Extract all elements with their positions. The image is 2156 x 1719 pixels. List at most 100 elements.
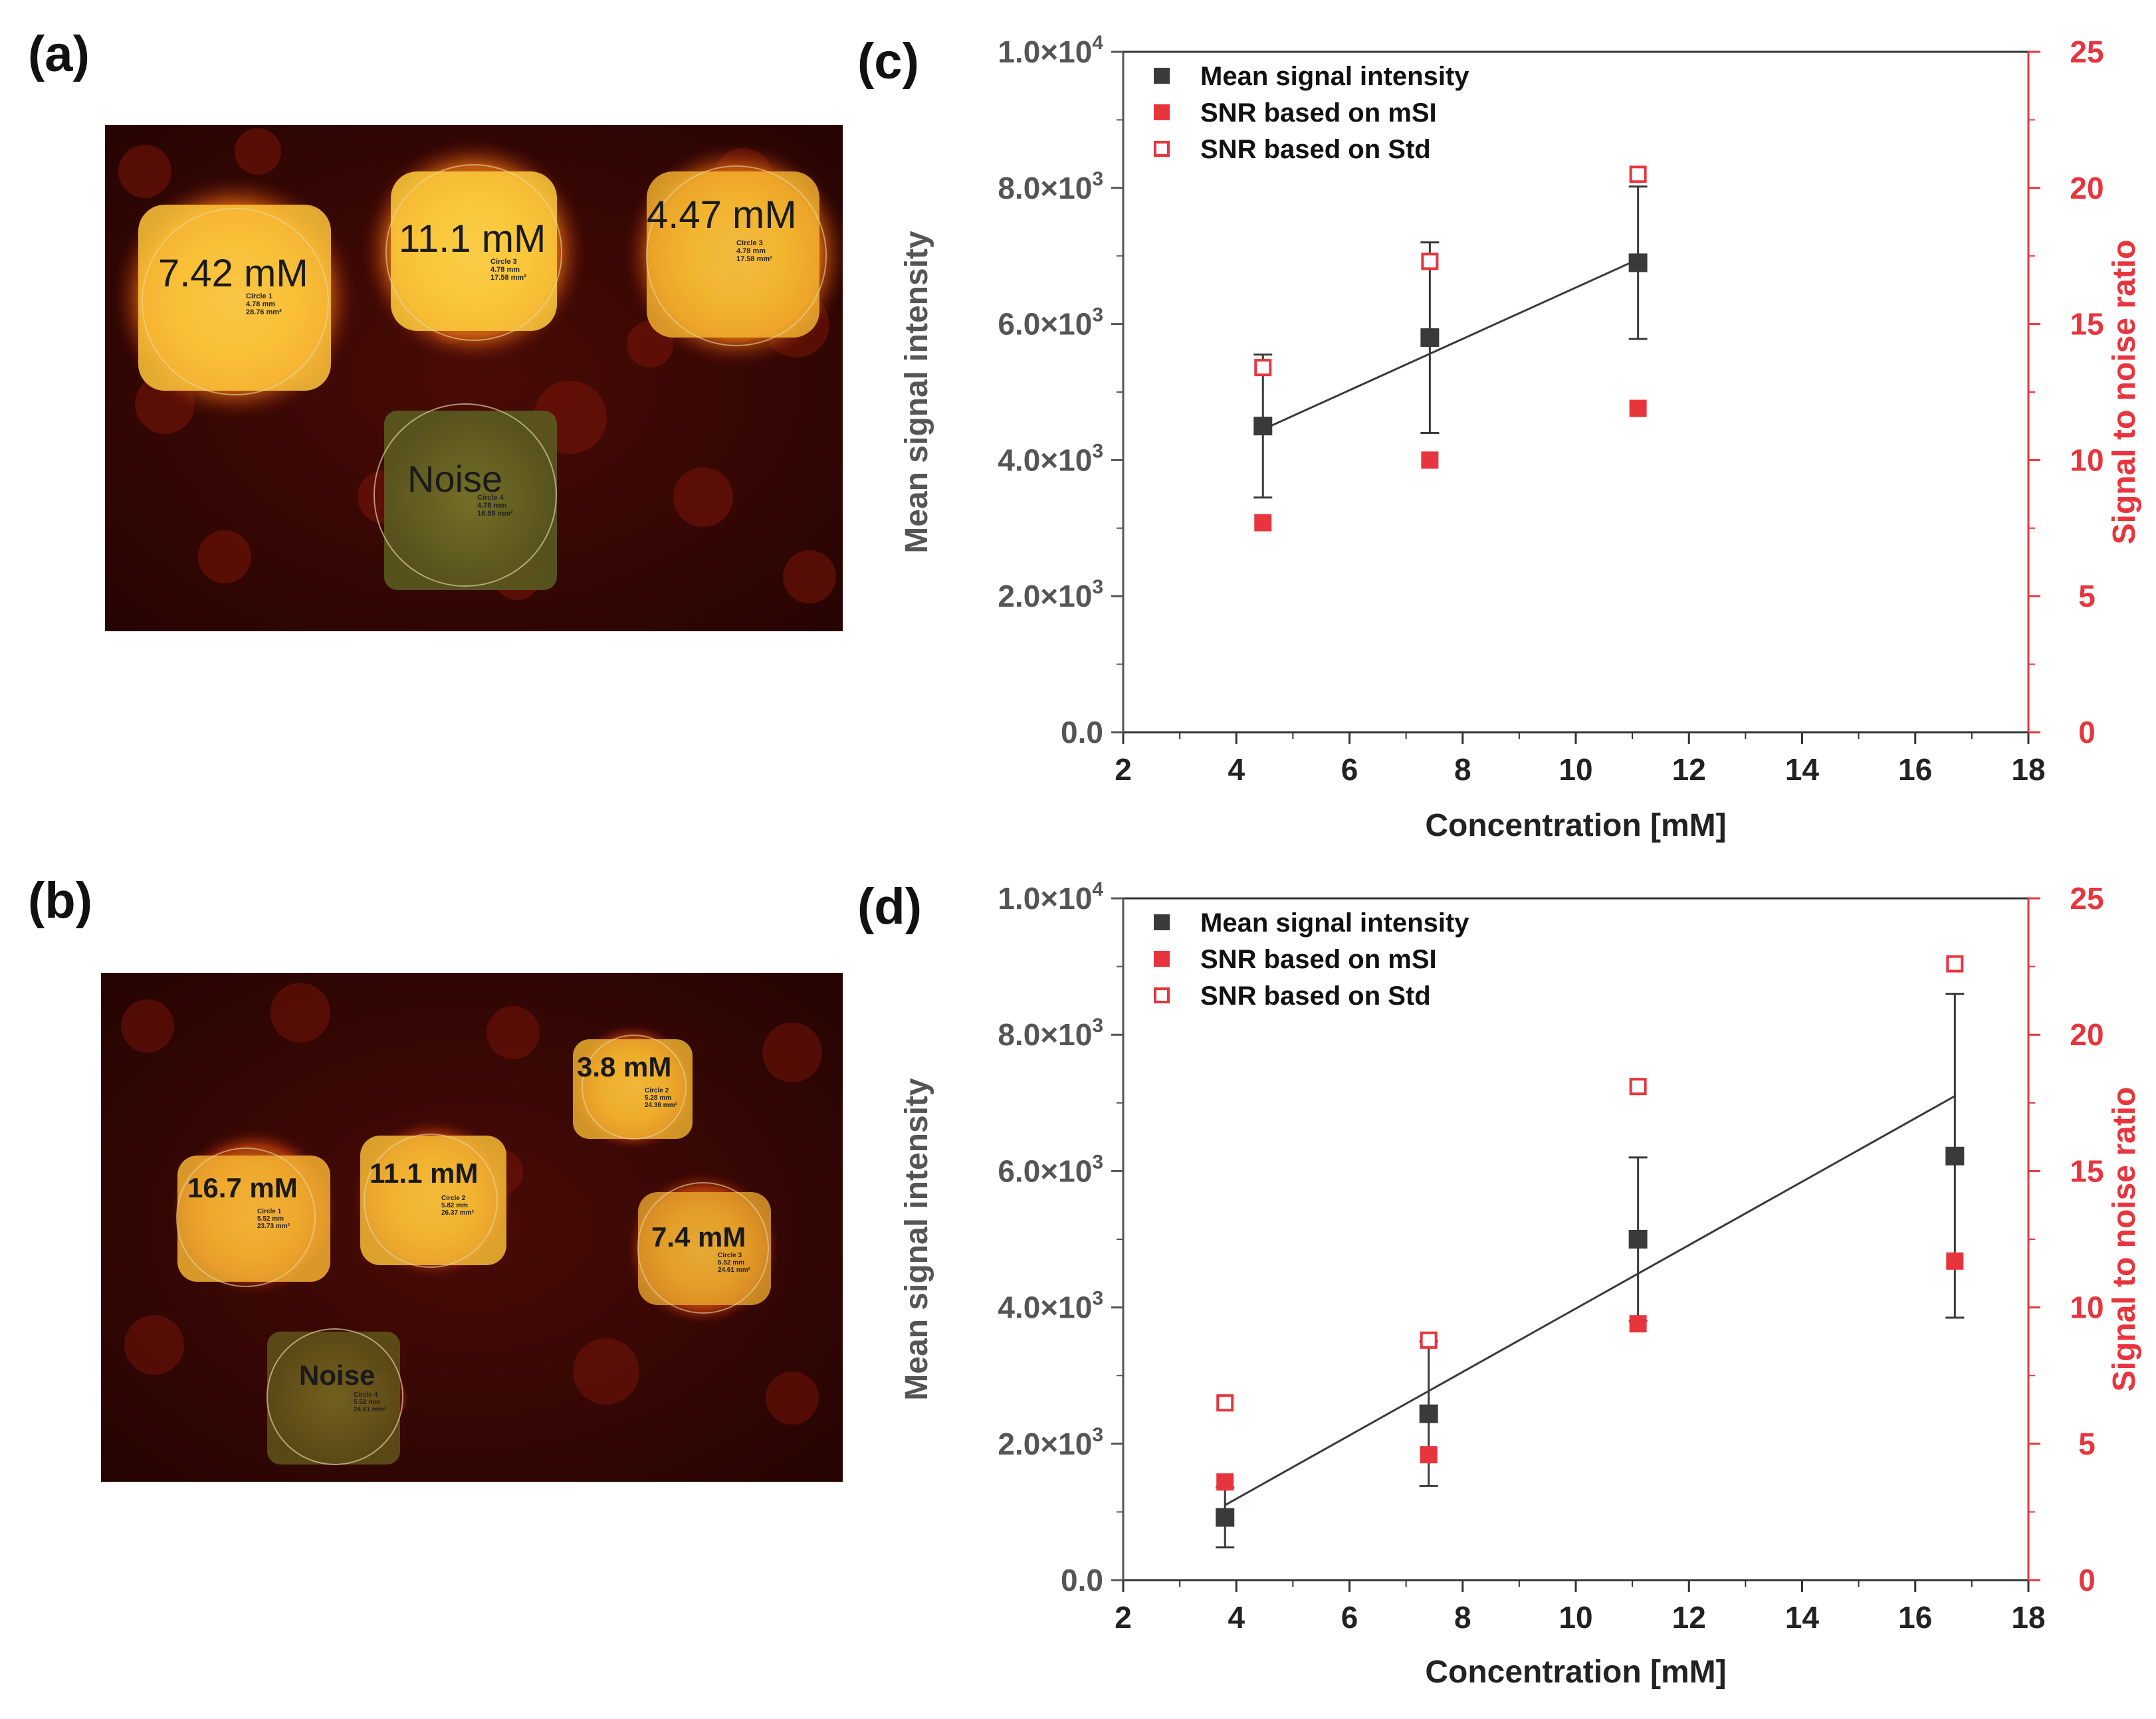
snr-std-point [1421,253,1439,270]
panel-label-a: (a) [28,26,90,82]
legend-label: SNR based on mSI [1200,98,1437,128]
legend-marker-snr-std [1154,987,1170,1003]
panel-label: (c) [857,33,919,90]
y2-axis-title: Signal to noise ratio [2107,1087,2142,1392]
snr-std-point [1420,1331,1438,1349]
snr-msi-point [1420,1446,1438,1464]
y2-axis-title: Signal to noise ratio [2107,240,2142,545]
y-tick-label: 2.0×103 [998,1424,1103,1461]
x-tick-label: 14 [1785,1600,1820,1635]
y2-tick-label: 20 [2070,1017,2103,1052]
y-tick-label: 6.0×103 [998,304,1103,342]
mean-signal-point [1419,1404,1438,1423]
y2-tick-label: 15 [2070,1154,2103,1188]
legend-marker-snr-msi [1154,951,1170,967]
snr-msi-point [1421,451,1439,469]
fit-line [1262,258,1639,431]
y2-tick-label: 5 [2078,579,2096,613]
region-label: Noise [407,458,503,500]
region-label: Noise [299,1360,376,1391]
snr-msi-point [1254,514,1272,532]
panel-label-b: (b) [28,872,93,929]
x-tick-label: 12 [1672,1600,1706,1635]
x-tick-label: 8 [1454,752,1471,787]
region-label: 11.1 mM [370,1158,479,1189]
x-tick-label: 4 [1228,752,1245,787]
snr-msi-point [1629,399,1647,417]
y-tick-label: 6.0×103 [998,1151,1103,1188]
y-tick-label: 1.0×104 [998,878,1103,916]
x-tick-label: 14 [1785,752,1820,787]
snr-msi-point [1629,1315,1647,1333]
legend-label: SNR based on mSI [1200,945,1437,974]
region-label: 4.47 mM [647,193,797,237]
x-tick-label: 10 [1559,1600,1592,1635]
mean-signal-point [1420,328,1440,348]
y-tick-label: 0.0 [1061,715,1103,750]
y2-tick-label: 10 [2070,1290,2103,1325]
fit-line [1224,1095,1956,1506]
mri-image-a: 7.42 mM Circle 1 4.78 mm 28.76 mm² 11.1 mM… [105,125,843,631]
x-axis-title: Concentration [mM] [1425,1655,1726,1690]
region-label: 3.8 mM [577,1051,672,1082]
region-info: Circle 2 5.28 mm 24.36 mm² [645,1087,677,1109]
y-tick-label: 8.0×103 [998,168,1103,205]
legend-marker-snr-msi [1154,104,1170,120]
snr-std-point [1946,955,1964,973]
x-tick-label: 4 [1228,1600,1245,1635]
y2-tick-label: 10 [2070,443,2103,477]
y-axis-title: Mean signal intensity [899,231,934,554]
snr-std-point [1629,1078,1647,1096]
y-tick-label: 4.0×103 [998,440,1103,477]
region-info: Circle 3 5.52 mm 24.61 mm² [718,1252,750,1274]
x-tick-label: 16 [1898,752,1932,787]
y-tick-label: 0.0 [1061,1563,1103,1597]
region-info: Circle 4 4.78 mm 16.58 mm² [477,494,513,518]
mri-image-b: 3.8 mM Circle 2 5.28 mm 24.36 mm² 16.7 mM … [101,973,843,1482]
mean-signal-point [1628,253,1648,272]
snr-std-point [1216,1394,1234,1412]
y2-tick-label: 5 [2078,1427,2096,1461]
x-tick-label: 18 [2011,752,2045,787]
x-tick-label: 2 [1115,1600,1132,1635]
y2-tick-label: 20 [2070,171,2103,205]
legend-label: SNR based on Std [1200,981,1431,1011]
snr-msi-point [1216,1473,1234,1491]
region-info: Circle 4 5.52 mm 24.61 mm² [354,1391,386,1413]
mean-signal-point [1628,1230,1648,1249]
x-tick-label: 18 [2011,1600,2045,1635]
region-label: 16.7 mM [187,1172,298,1203]
x-tick-label: 16 [1898,1600,1932,1635]
mean-signal-point [1216,1508,1235,1527]
snr-msi-point [1946,1252,1964,1270]
legend-label: SNR based on Std [1200,135,1431,164]
x-tick-label: 2 [1115,752,1132,787]
x-tick-label: 8 [1454,1600,1471,1635]
x-tick-label: 12 [1672,752,1706,787]
region-info: Circle 3 4.78 mm 17.58 mm² [736,239,772,263]
x-tick-label: 10 [1559,752,1592,787]
y2-tick-label: 0 [2078,1563,2096,1597]
chart-c: (c) 2 4 6 8 10 12 14 16 18 0.0 2.0×103 4.0×103 6.0×10… [857,32,2142,843]
y2-tick-label: 25 [2070,881,2103,916]
legend-marker-mean [1154,914,1170,930]
region-info: Circle 2 5.82 mm 26.37 mm² [441,1195,474,1217]
y2-tick-label: 0 [2078,715,2096,750]
y-tick-label: 4.0×103 [998,1288,1103,1325]
region-info: Circle 1 4.78 mm 28.76 mm² [246,292,282,316]
mri-image-b-art [101,973,843,1482]
y2-tick-label: 25 [2070,35,2103,69]
y-axis-title: Mean signal intensity [899,1078,934,1401]
y-tick-label: 8.0×103 [998,1015,1103,1052]
region-info: Circle 1 5.52 mm 23.73 mm² [257,1208,290,1230]
y2-tick-label: 15 [2070,307,2103,342]
snr-std-point [1629,165,1647,183]
x-tick-label: 6 [1341,752,1358,787]
mean-signal-point [1253,417,1273,436]
mri-image-a-art [105,125,843,631]
region-label: 7.4 mM [651,1221,746,1253]
region-label: 7.42 mM [158,252,308,295]
legend-label: Mean signal intensity [1200,908,1469,938]
snr-std-point [1254,359,1272,377]
